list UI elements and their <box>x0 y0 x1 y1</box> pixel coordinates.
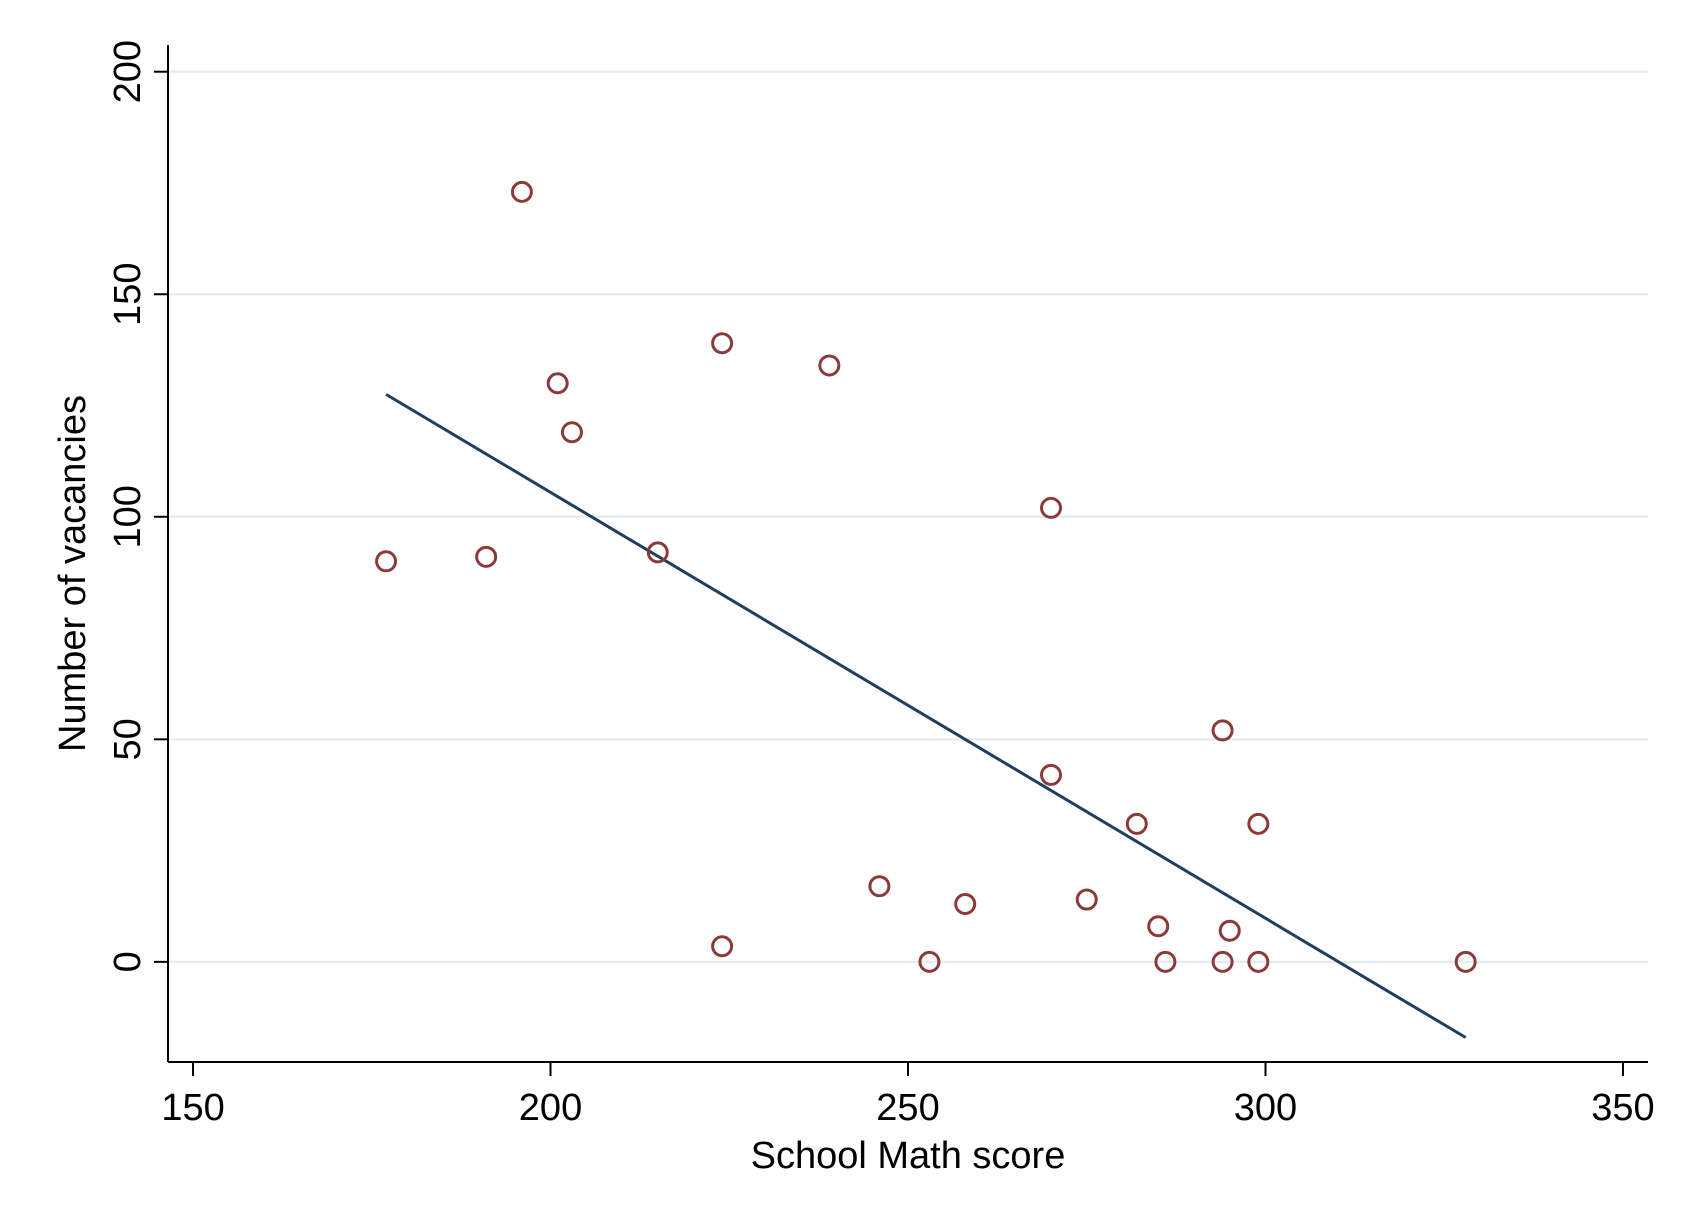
data-point-7 <box>711 935 734 958</box>
data-point-0 <box>375 550 398 573</box>
data-point-9 <box>868 875 891 898</box>
data-point-16 <box>1147 915 1170 938</box>
fit-line-layer <box>385 393 1467 1039</box>
data-point-14 <box>1075 888 1098 911</box>
y-tick-label-200: 200 <box>107 40 149 103</box>
data-point-17 <box>1154 950 1177 973</box>
data-point-3 <box>546 372 569 395</box>
y-axis-ticks: 0 50 100 150 200 <box>107 40 168 972</box>
data-point-8 <box>818 354 841 377</box>
data-point-11 <box>954 892 977 915</box>
data-point-12 <box>1039 496 1062 519</box>
data-point-22 <box>1247 950 1270 973</box>
x-tick-label-350: 350 <box>1591 1087 1654 1129</box>
y-tick-label-100: 100 <box>107 485 149 548</box>
gridlines <box>168 70 1648 964</box>
data-point-2 <box>510 180 533 203</box>
x-tick-label-150: 150 <box>161 1087 224 1129</box>
data-point-21 <box>1247 812 1270 835</box>
x-tick-label-250: 250 <box>876 1087 939 1129</box>
data-point-1 <box>475 545 498 568</box>
x-tick-label-200: 200 <box>519 1087 582 1129</box>
data-point-23 <box>1454 950 1477 973</box>
data-points <box>375 180 1477 973</box>
data-point-5 <box>646 541 669 564</box>
data-point-6 <box>711 332 734 355</box>
data-point-15 <box>1125 812 1148 835</box>
y-tick-label-50: 50 <box>107 718 149 760</box>
data-point-19 <box>1211 950 1234 973</box>
data-point-10 <box>918 950 941 973</box>
y-tick-label-150: 150 <box>107 263 149 326</box>
fit-line <box>385 393 1467 1039</box>
data-point-20 <box>1218 919 1241 942</box>
data-point-18 <box>1211 719 1234 742</box>
x-axis-ticks: 150 200 250 300 350 <box>161 1062 1655 1129</box>
data-point-13 <box>1039 763 1062 786</box>
x-tick-label-300: 300 <box>1234 1087 1297 1129</box>
data-point-4 <box>560 421 583 444</box>
x-axis-label: School Math score <box>751 1135 1066 1177</box>
y-tick-label-0: 0 <box>107 951 149 972</box>
y-axis-label: Number of vacancies <box>52 395 94 752</box>
